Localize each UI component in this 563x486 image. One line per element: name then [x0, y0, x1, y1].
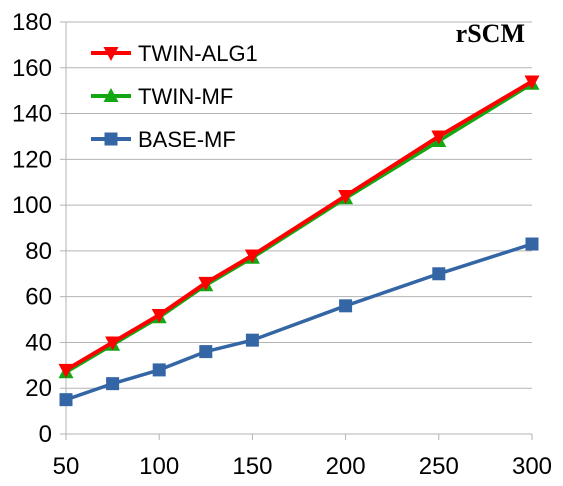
y-tick-label: 120 — [12, 146, 52, 173]
legend-item: BASE-MF — [91, 127, 236, 152]
y-tick-label: 140 — [12, 101, 52, 128]
y-tick-label: 180 — [12, 9, 52, 36]
y-tick-label: 80 — [25, 238, 52, 265]
data-point — [199, 345, 213, 359]
x-tick-labels: 50 100 150 200 250 300 — [53, 453, 552, 480]
legend-marker — [103, 88, 119, 102]
data-point — [244, 249, 260, 264]
x-tick-label: 250 — [419, 453, 459, 480]
data-point — [431, 130, 447, 145]
y-tick-label: 20 — [25, 375, 52, 402]
grid-lines — [66, 21, 532, 435]
legend-label: TWIN-ALG1 — [138, 41, 258, 66]
legend-marker — [103, 47, 119, 61]
y-tick-label: 40 — [25, 329, 52, 356]
data-point — [198, 276, 214, 291]
x-tick-label: 300 — [512, 453, 552, 480]
legend-label: TWIN-MF — [138, 84, 233, 109]
chart-title: rSCM — [456, 19, 525, 48]
legend-label: BASE-MF — [138, 127, 236, 152]
data-point — [525, 237, 539, 251]
y-tick-label: 100 — [12, 192, 52, 219]
legend-marker — [104, 132, 118, 146]
series-line — [64, 79, 534, 372]
data-point — [151, 308, 167, 323]
x-tick-label: 100 — [139, 453, 179, 480]
series-twin-alg1 — [58, 75, 540, 378]
series-group — [58, 75, 540, 407]
data-point — [105, 336, 121, 351]
series-base-mf — [59, 237, 539, 407]
x-tick-label: 50 — [53, 453, 80, 480]
data-point — [245, 333, 259, 347]
data-point — [106, 377, 120, 391]
x-tick-label: 150 — [232, 453, 272, 480]
data-point — [59, 393, 73, 407]
data-point — [152, 363, 166, 377]
legend-item: TWIN-MF — [91, 84, 233, 109]
data-point — [432, 267, 446, 281]
data-point — [339, 299, 353, 313]
data-point — [338, 189, 354, 204]
y-tick-label: 160 — [12, 55, 52, 82]
y-tick-labels: 0 20 40 60 80 100 120 140 160 180 — [12, 9, 52, 448]
data-point — [524, 75, 540, 90]
data-point — [58, 363, 74, 378]
legend: TWIN-ALG1 TWIN-MF BASE-MF — [91, 41, 258, 152]
legend-item: TWIN-ALG1 — [91, 41, 258, 66]
y-tick-label: 60 — [25, 284, 52, 311]
series-line — [65, 242, 533, 402]
y-tick-label: 0 — [39, 421, 52, 448]
x-tick-label: 200 — [326, 453, 366, 480]
